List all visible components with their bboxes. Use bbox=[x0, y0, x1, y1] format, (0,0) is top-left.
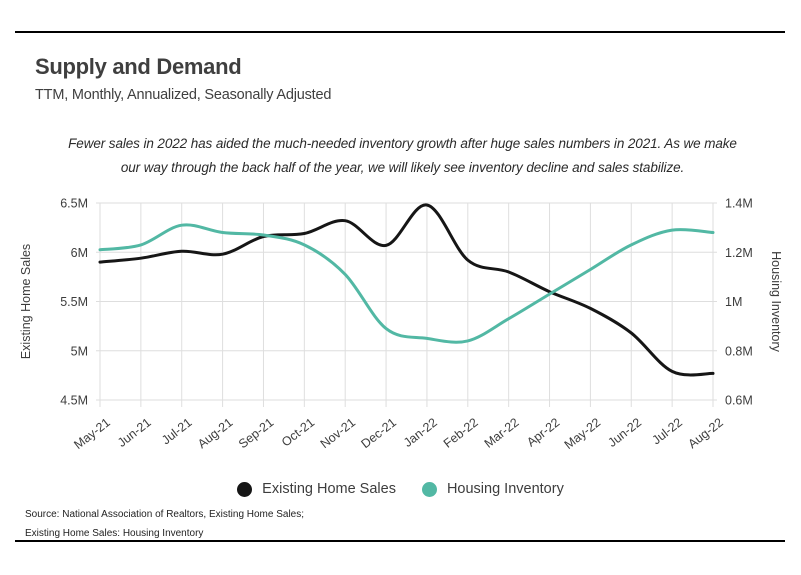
left-axis-tick: 5M bbox=[71, 344, 88, 358]
housing-inventory-marker bbox=[421, 481, 437, 497]
top-divider bbox=[15, 31, 785, 33]
chart-legend: Existing Home Sales Housing Inventory bbox=[0, 481, 801, 497]
x-axis-tick: Jul-21 bbox=[159, 415, 194, 447]
legend-item-housing-inventory: Housing Inventory bbox=[421, 481, 564, 497]
x-axis-tick: Aug-22 bbox=[685, 415, 725, 451]
source-line-2: Existing Home Sales: Housing Inventory bbox=[25, 528, 204, 539]
housing-inventory-line bbox=[98, 223, 715, 344]
x-axis-tick: Jan-22 bbox=[401, 415, 440, 450]
annotation-line-1: Fewer sales in 2022 has aided the much-n… bbox=[68, 136, 737, 151]
source-note: Source: National Association of Realtors… bbox=[25, 510, 304, 539]
x-axis-tick: Jun-22 bbox=[605, 415, 644, 450]
right-axis-tick: 0.6M bbox=[725, 394, 753, 408]
x-axis-tick: Feb-22 bbox=[441, 415, 481, 450]
supply-demand-line-chart: 6.5M 6M 5.5M 5M 4.5M 1.4M 1.2M 1M 0.8M 0.6M May-21… bbox=[19, 197, 783, 453]
right-axis-tick: 1M bbox=[725, 295, 742, 309]
x-axis-tick: Apr-22 bbox=[524, 415, 562, 449]
chart-annotation: Fewer sales in 2022 has aided the much-n… bbox=[55, 132, 750, 179]
x-axis-tick: Oct-21 bbox=[279, 415, 317, 449]
legend-item-existing-home-sales: Existing Home Sales bbox=[237, 481, 396, 497]
x-axis-tick: Dec-21 bbox=[359, 415, 399, 451]
source-line-1: Source: National Association of Realtors… bbox=[25, 509, 305, 520]
x-axis-tick: Jun-21 bbox=[115, 415, 154, 450]
annotation-line-2: our way through the back half of the yea… bbox=[120, 159, 685, 175]
left-axis-tick: 6M bbox=[71, 246, 88, 260]
left-axis-tick: 6.5M bbox=[60, 197, 88, 211]
x-axis-tick: Jul-22 bbox=[650, 415, 685, 447]
x-axis-tick: Aug-21 bbox=[195, 415, 235, 451]
left-axis-tick: 5.5M bbox=[60, 295, 88, 309]
legend-label-existing-home-sales: Existing Home Sales bbox=[262, 481, 396, 497]
right-axis-tick: 0.8M bbox=[725, 344, 753, 358]
x-axis-tick: Nov-21 bbox=[318, 415, 358, 451]
left-axis-tick: 4.5M bbox=[60, 394, 88, 408]
existing-home-sales-line bbox=[98, 203, 715, 377]
right-axis-title: Housing Inventory bbox=[769, 251, 783, 353]
page-subtitle: TTM, Monthly, Annualized, Seasonally Adj… bbox=[35, 87, 332, 103]
x-axis-tick: May-22 bbox=[562, 415, 604, 452]
left-axis-title: Existing Home Sales bbox=[19, 244, 33, 359]
bottom-divider bbox=[15, 540, 785, 542]
x-axis-tick: May-21 bbox=[71, 415, 113, 452]
legend-label-housing-inventory: Housing Inventory bbox=[446, 481, 564, 497]
right-axis-tick: 1.2M bbox=[725, 246, 753, 260]
existing-home-sales-marker bbox=[237, 481, 253, 497]
right-axis-tick: 1.4M bbox=[725, 197, 753, 211]
page-title: Supply and Demand bbox=[35, 54, 242, 79]
x-axis-tick: Mar-22 bbox=[482, 415, 522, 450]
x-axis-tick: Sep-21 bbox=[236, 415, 276, 451]
